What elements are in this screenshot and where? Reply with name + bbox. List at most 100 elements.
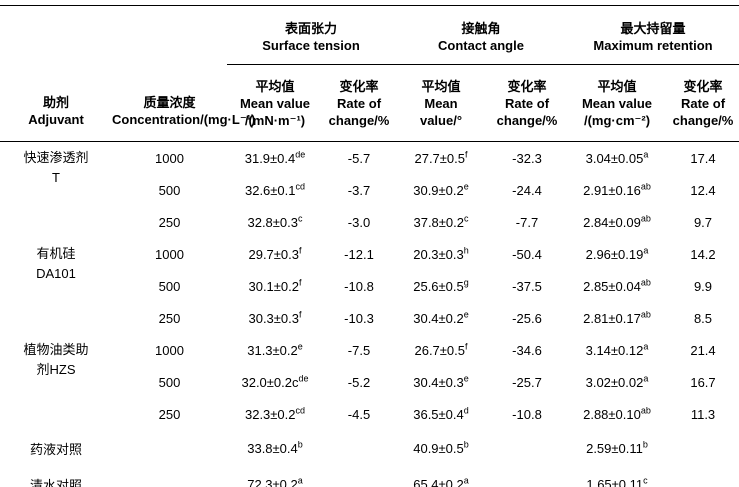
- group-header-surface-tension: 表面张力 Surface tension: [227, 5, 395, 66]
- mean-value: 65.4±0.2: [413, 476, 464, 487]
- cell-mr-rate: 11.3: [690, 406, 716, 422]
- table-row: 清水对照 72.3±0.2a 65.4±0.2a 1.65±0.11c: [0, 466, 739, 487]
- header-zh: 表面张力: [284, 21, 337, 37]
- significance-letters: c: [643, 475, 648, 486]
- cell-st-mean: 32.0±0.2cde: [227, 366, 323, 398]
- adjuvant-line1: 有机硅: [36, 246, 76, 261]
- significance-letters: f: [299, 277, 302, 288]
- cell-mr-rate: 8.5: [693, 310, 713, 326]
- mean-value: 40.9±0.5: [413, 440, 464, 456]
- mean-value: 26.7±0.5: [414, 342, 465, 358]
- mean-value: 2.91±0.16: [583, 182, 641, 198]
- cell-concentration: 500: [158, 278, 181, 294]
- adjuvant-line2: 剂HZS: [36, 362, 76, 377]
- cell-ca-rate: -7.7: [515, 214, 539, 230]
- significance-letters: f: [465, 341, 468, 352]
- cell-concentration: [112, 430, 227, 466]
- table-row: 500 30.1±0.2f -10.8 25.6±0.5g -37.5 2.85…: [0, 270, 739, 302]
- column-header-row: 平均值 Mean value /(mN·m⁻¹) 变化率 Rate of cha…: [0, 64, 739, 142]
- cell-mr-mean: 2.59±0.11b: [567, 430, 667, 466]
- mean-value: 30.3±0.3: [248, 310, 299, 326]
- header-en: Concentration/(mg·L⁻¹): [112, 112, 256, 127]
- significance-letters: a: [463, 475, 469, 486]
- cell-st-rate: [323, 430, 395, 466]
- cell-ca-mean: 30.4±0.3e: [395, 366, 487, 398]
- cell-ca-rate: -34.6: [512, 342, 542, 358]
- header-zh: 变化率: [507, 78, 547, 94]
- header-unit: /(mg·cm⁻²): [583, 112, 651, 128]
- cell-concentration: [112, 466, 227, 487]
- header-en: Contact angle: [438, 38, 524, 54]
- cell-adjuvant: 植物油类助 剂HZS: [0, 334, 112, 430]
- header-unit: change/%: [328, 112, 390, 128]
- significance-letters: e: [463, 309, 469, 320]
- col-header-mr-rate: 变化率 Rate of change/%: [667, 64, 739, 142]
- header-zh: 最大持留量: [620, 21, 686, 37]
- significance-letters: a: [297, 475, 303, 486]
- cell-concentration: 1000: [155, 150, 184, 166]
- cell-mr-mean: 2.96±0.19a: [567, 238, 667, 270]
- mean-value: 37.8±0.2: [413, 214, 464, 230]
- cell-concentration: 250: [158, 406, 181, 422]
- mean-value: 1.65±0.11: [586, 476, 644, 487]
- cell-ca-rate: -25.7: [512, 374, 542, 390]
- significance-letters: b: [463, 439, 469, 450]
- significance-letters: ab: [640, 405, 651, 416]
- header-unit: change/%: [496, 112, 558, 128]
- col-header-adjuvant: 助剂 Adjuvant: [0, 5, 112, 142]
- cell-ca-rate: [487, 430, 567, 466]
- group-header-row: 助剂 Adjuvant 质量浓度 Concentration/(mg·L⁻¹) …: [0, 5, 739, 142]
- cell-mr-mean: 3.02±0.02a: [567, 366, 667, 398]
- cell-st-mean: 31.9±0.4de: [227, 142, 323, 175]
- cell-ca-rate: -37.5: [512, 278, 542, 294]
- significance-letters: a: [643, 341, 649, 352]
- cell-mr-mean: 2.85±0.04ab: [567, 270, 667, 302]
- significance-letters: f: [299, 245, 302, 256]
- header-unit: value/°: [419, 112, 463, 128]
- cell-st-mean: 32.8±0.3c: [227, 206, 323, 238]
- mean-value: 30.4±0.2: [413, 310, 464, 326]
- cell-st-rate: -3.7: [347, 182, 371, 198]
- cell-ca-rate: -25.6: [512, 310, 542, 326]
- cell-ca-mean: 30.4±0.2e: [395, 302, 487, 334]
- col-header-st-mean: 平均值 Mean value /(mN·m⁻¹): [227, 64, 323, 142]
- cell-ca-rate: -24.4: [512, 182, 542, 198]
- cell-mr-rate: 16.7: [690, 374, 716, 390]
- cell-mr-mean: 3.14±0.12a: [567, 334, 667, 366]
- cell-mr-rate: 9.7: [693, 214, 713, 230]
- cell-adjuvant: 有机硅 DA101: [0, 238, 112, 334]
- mean-value: 2.81±0.17: [583, 310, 641, 326]
- adjuvant-line1: 植物油类助: [23, 342, 89, 357]
- adjuvant-line1: 药液对照: [29, 441, 82, 457]
- cell-mr-mean: 3.04±0.05a: [567, 142, 667, 175]
- col-header-concentration: 质量浓度 Concentration/(mg·L⁻¹): [112, 5, 256, 142]
- significance-letters: f: [465, 149, 468, 160]
- header-en: Mean value: [581, 95, 653, 111]
- cell-ca-mean: 65.4±0.2a: [395, 466, 487, 487]
- results-table: 助剂 Adjuvant 质量浓度 Concentration/(mg·L⁻¹) …: [0, 5, 739, 487]
- header-zh: 质量浓度: [143, 95, 196, 110]
- header-en: Mean value: [239, 95, 311, 111]
- significance-letters: e: [463, 373, 469, 384]
- col-header-st-rate: 变化率 Rate of change/%: [323, 64, 395, 142]
- significance-letters: ab: [640, 309, 651, 320]
- mean-value: 32.0±0.2c: [241, 374, 299, 390]
- table-row: 250 32.3±0.2cd -4.5 36.5±0.4d -10.8 2.88…: [0, 398, 739, 430]
- group-header-max-retention: 最大持留量 Maximum retention: [567, 5, 739, 66]
- cell-st-mean: 72.3±0.2a: [227, 466, 323, 487]
- mean-value: 30.4±0.3: [413, 374, 464, 390]
- mean-value: 2.85±0.04: [583, 278, 641, 294]
- header-zh: 助剂: [42, 95, 69, 110]
- header-en: Adjuvant: [28, 112, 84, 127]
- cell-mr-rate: [667, 430, 739, 466]
- significance-letters: cd: [295, 405, 306, 416]
- adjuvant-line1: 清水对照: [29, 477, 82, 487]
- significance-letters: a: [643, 149, 649, 160]
- cell-st-mean: 30.1±0.2f: [227, 270, 323, 302]
- table-row: 250 32.8±0.3c -3.0 37.8±0.2c -7.7 2.84±0…: [0, 206, 739, 238]
- cell-mr-rate: 9.9: [693, 278, 713, 294]
- cell-mr-mean: 1.65±0.11c: [567, 466, 667, 487]
- cell-ca-rate: -32.3: [512, 150, 542, 166]
- cell-concentration: 1000: [155, 342, 184, 358]
